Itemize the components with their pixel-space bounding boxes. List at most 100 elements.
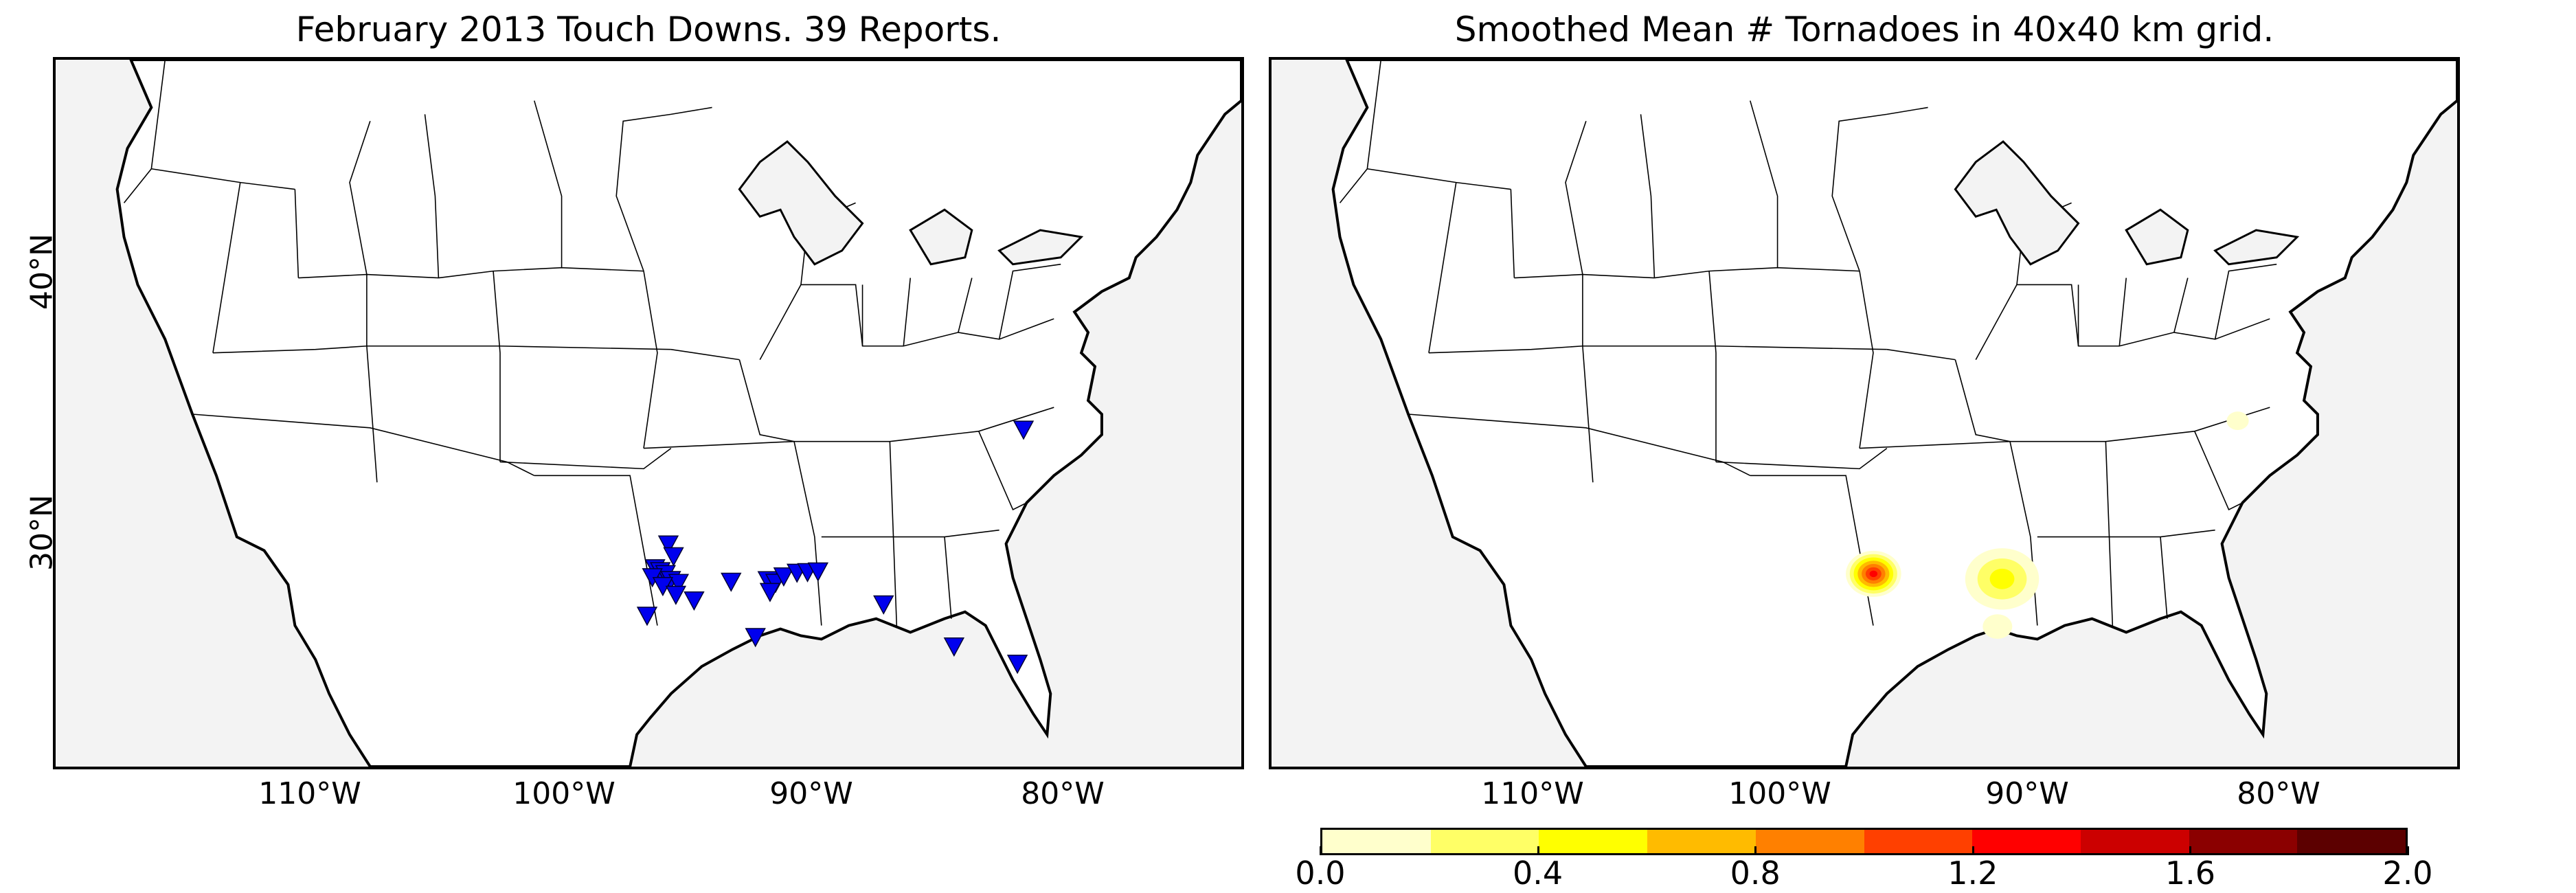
- state-border: [1708, 271, 1717, 462]
- lon-label-100w-right: 100°W: [1728, 776, 1831, 811]
- state-border: [2119, 278, 2127, 346]
- state-border: [1654, 267, 1860, 279]
- tornado-report-marker: [663, 547, 684, 567]
- tornado-report-marker: [745, 628, 766, 648]
- state-border: [998, 263, 1061, 339]
- state-border: [2037, 529, 2215, 538]
- colorbar-tick-label: 2.0: [2382, 855, 2433, 892]
- colorbar-segment: [2297, 830, 2406, 853]
- left-map-panel: [53, 57, 1244, 769]
- state-border: [2173, 278, 2189, 333]
- great-lake: [2213, 229, 2300, 266]
- lon-label-90w-right: 90°W: [1985, 776, 2069, 811]
- state-border: [889, 441, 898, 626]
- tornado-report-marker: [668, 574, 690, 594]
- colorbar-tick-label: 0.8: [1730, 855, 1781, 892]
- state-border: [2105, 441, 2114, 626]
- density-contour: [1989, 568, 2015, 589]
- lon-label-90w-left: 90°W: [769, 776, 853, 811]
- state-border: [794, 407, 1054, 442]
- state-border: [192, 414, 535, 477]
- colorbar: [1320, 828, 2408, 855]
- lat-label-40n: 40°N: [24, 234, 60, 310]
- colorbar-segment: [1972, 830, 2081, 853]
- tornado-report-marker: [873, 595, 894, 615]
- colorbar-tick-label: 0.4: [1513, 855, 1563, 892]
- colorbar-segment: [1647, 830, 1756, 853]
- colorbar-tick-mark: [2189, 846, 2192, 855]
- tornado-report-marker: [1013, 420, 1035, 440]
- lat-label-30n: 30°N: [24, 495, 60, 571]
- right-map-svg: [1331, 60, 2457, 767]
- state-border: [643, 550, 658, 626]
- state-border: [366, 345, 671, 350]
- colorbar-tick-mark: [1754, 846, 1757, 855]
- state-border: [903, 278, 912, 346]
- state-border: [944, 536, 952, 619]
- lon-label-80w-left: 80°W: [1021, 776, 1105, 811]
- tornado-report-marker: [683, 591, 705, 611]
- state-border: [1859, 271, 1874, 449]
- state-border: [670, 348, 740, 361]
- density-contour: [2226, 411, 2249, 430]
- colorbar-segment: [2080, 830, 2189, 853]
- density-contour: [1982, 614, 2013, 639]
- right-map-panel: [1269, 57, 2460, 769]
- state-border: [1975, 284, 2270, 360]
- lon-label-110w-left: 110°W: [258, 776, 361, 811]
- colorbar-segment: [1322, 830, 1431, 853]
- tornado-report-marker: [1006, 655, 1028, 675]
- tornado-report-marker: [636, 607, 658, 626]
- density-contour: [1869, 570, 1878, 578]
- colorbar-tick-mark: [1320, 846, 1322, 855]
- state-border: [534, 475, 644, 551]
- lon-label-80w-right: 80°W: [2237, 776, 2320, 811]
- state-border: [1750, 100, 1778, 268]
- state-border: [1750, 475, 1860, 551]
- colorbar-tick-label: 0.0: [1295, 855, 1346, 892]
- state-border: [1715, 447, 1888, 470]
- state-border: [424, 114, 440, 278]
- state-border: [958, 278, 973, 333]
- colorbar-segment: [1755, 830, 1864, 853]
- tornado-report-marker: [657, 535, 679, 555]
- state-border: [759, 284, 1054, 360]
- state-border: [1859, 440, 2011, 449]
- state-border: [438, 267, 644, 279]
- state-border: [493, 271, 501, 462]
- tornado-report-marker: [773, 567, 795, 587]
- state-border: [212, 182, 241, 353]
- state-border: [1428, 345, 1583, 354]
- state-border: [294, 189, 300, 278]
- colorbar-segment: [2189, 830, 2298, 853]
- tornado-report-marker: [759, 583, 781, 602]
- great-lake: [2125, 208, 2189, 266]
- great-lake: [1954, 140, 2080, 266]
- tornado-report-marker: [665, 585, 687, 605]
- colorbar-tick-label: 1.6: [2165, 855, 2215, 892]
- colorbar-tick-mark: [1537, 846, 1539, 855]
- lon-label-110w-right: 110°W: [1481, 776, 1584, 811]
- great-lake: [738, 140, 864, 266]
- state-border: [1886, 348, 1956, 361]
- great-lake: [997, 229, 1084, 266]
- colorbar-segment: [1539, 830, 1648, 853]
- state-border: [978, 431, 1027, 510]
- state-border: [643, 271, 658, 449]
- state-border: [349, 121, 371, 275]
- tornado-report-marker: [943, 637, 965, 657]
- great-lake: [909, 208, 973, 266]
- left-map-title: February 2013 Touch Downs. 39 Reports.: [295, 10, 1002, 49]
- right-map-title: Smoothed Mean # Tornadoes in 40x40 km gr…: [1454, 10, 2274, 49]
- state-border: [1640, 114, 1656, 278]
- state-border: [499, 447, 672, 470]
- colorbar-tick-mark: [2407, 846, 2409, 855]
- left-map-svg: [115, 60, 1241, 767]
- state-border: [212, 345, 367, 354]
- lon-label-100w-left: 100°W: [512, 776, 615, 811]
- state-border: [2194, 431, 2243, 510]
- state-border: [534, 100, 563, 268]
- colorbar-segment: [1430, 830, 1539, 853]
- state-border: [1408, 414, 1751, 477]
- state-border: [615, 106, 712, 271]
